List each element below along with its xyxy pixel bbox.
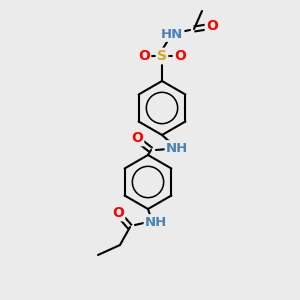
- Text: O: O: [174, 49, 186, 63]
- Text: NH: NH: [145, 215, 167, 229]
- Text: O: O: [131, 131, 143, 145]
- Text: HN: HN: [161, 28, 183, 40]
- Text: O: O: [138, 49, 150, 63]
- Text: O: O: [206, 19, 218, 33]
- Text: S: S: [157, 49, 167, 63]
- Text: O: O: [112, 206, 124, 220]
- Text: NH: NH: [166, 142, 188, 154]
